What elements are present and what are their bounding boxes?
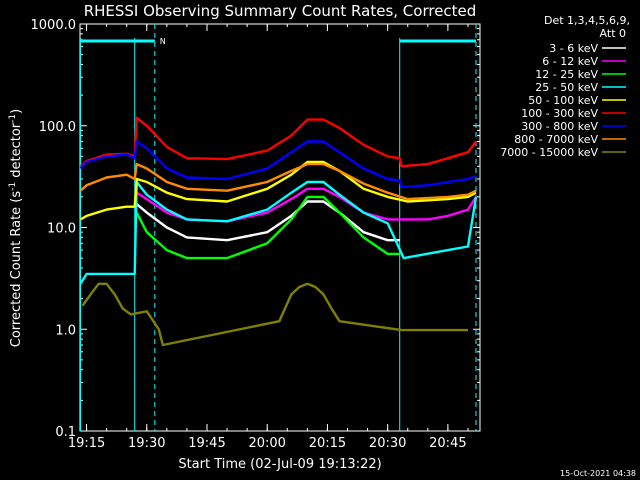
y-tick-label: 10.0	[47, 222, 76, 237]
series-line	[79, 162, 477, 201]
legend-label: 7000 - 15000 keV	[500, 146, 598, 159]
legend-label: 12 - 25 keV	[535, 68, 598, 81]
y-tick-label: 1.0	[55, 323, 76, 338]
legend-header-line2: Att 0	[600, 27, 626, 40]
legend-label: 3 - 6 keV	[549, 42, 598, 55]
legend-label: 25 - 50 keV	[535, 81, 598, 94]
x-axis-label: Start Time (02-Jul-09 19:13:22)	[178, 457, 381, 472]
legend-label: 300 - 800 keV	[521, 120, 598, 133]
series-line	[135, 200, 400, 242]
night-saa-markers: N	[80, 24, 477, 431]
series-line	[81, 282, 468, 347]
legend-label: 6 - 12 keV	[542, 55, 598, 68]
y-axis: 1000.0 100.0 10.0 1.0 0.1	[31, 18, 480, 440]
y-axis-label-exponent: -1	[8, 182, 18, 191]
series-group	[79, 116, 478, 347]
y-tick-label: 0.1	[55, 425, 76, 440]
y-axis-label-part: )	[9, 109, 24, 114]
date-stamp: 15-Oct-2021 04:38	[560, 469, 636, 478]
y-tick-label: 1000.0	[31, 18, 77, 33]
legend-header-line1: Det 1,3,4,5,6,9,	[544, 14, 630, 27]
x-tick-label: 20:30	[369, 436, 406, 451]
y-axis-label: Corrected Count Rate (s-1 detector-1)	[8, 109, 24, 347]
plot-frame	[79, 23, 481, 432]
series-line	[135, 195, 400, 260]
x-tick-label: 20:15	[309, 436, 346, 451]
y-tick-label: 100.0	[39, 120, 76, 135]
series-line	[79, 160, 477, 221]
series-line	[79, 180, 478, 285]
legend-label: 800 - 7000 keV	[514, 133, 598, 146]
legend-label: 100 - 300 keV	[521, 107, 598, 120]
x-axis: 19:15 19:30 19:45 20:00 20:15 20:30 20:45	[68, 24, 469, 451]
x-tick-label: 19:30	[128, 436, 165, 451]
legend-label: 50 - 100 keV	[528, 94, 598, 107]
y-axis-label-part: Corrected Count Rate (s	[9, 191, 24, 348]
x-tick-label: 19:15	[68, 436, 105, 451]
night-annotation: N	[160, 37, 166, 46]
series-line	[79, 140, 477, 189]
y-axis-label-exponent: -1	[8, 114, 18, 123]
x-tick-label: 19:45	[188, 436, 225, 451]
x-tick-label: 20:45	[429, 436, 466, 451]
series-line	[79, 116, 477, 168]
x-tick-label: 20:00	[248, 436, 285, 451]
series-line	[136, 187, 478, 223]
chart-title: RHESSI Observing Summary Count Rates, Co…	[84, 2, 477, 20]
y-axis-label-part: detector	[9, 122, 24, 182]
